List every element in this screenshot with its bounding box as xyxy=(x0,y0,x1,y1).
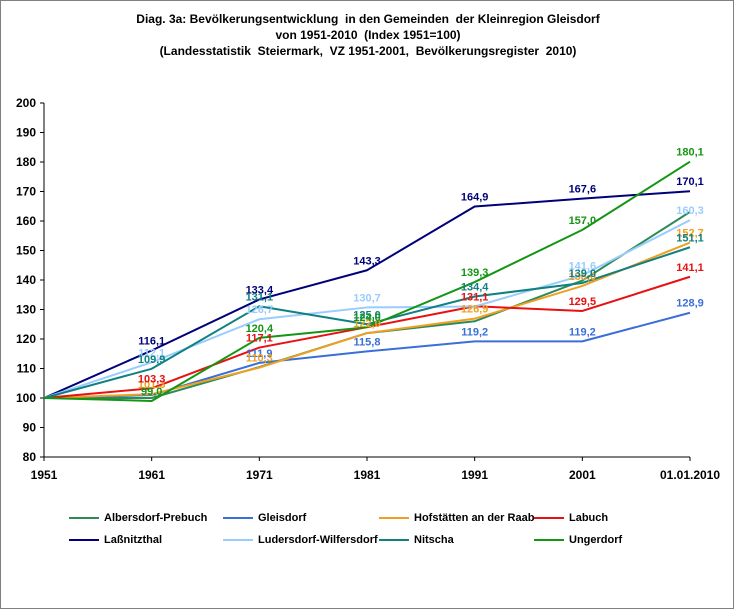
y-tick-label: 110 xyxy=(17,362,37,376)
y-tick-label: 80 xyxy=(23,450,37,464)
y-tick-label: 90 xyxy=(23,421,37,435)
data-label: 157,0 xyxy=(569,215,597,227)
data-label: 141,6 xyxy=(569,260,597,272)
data-label: 170,1 xyxy=(676,176,704,188)
y-tick-label: 150 xyxy=(16,244,36,258)
series-line-nitscha xyxy=(43,246,691,399)
chart-title: Diag. 3a: Bevölkerungsentwicklung in den… xyxy=(1,11,733,59)
x-tick-label: 1981 xyxy=(354,468,381,482)
y-tick-label: 130 xyxy=(16,303,36,317)
data-label: 112,1 xyxy=(138,347,165,359)
data-label: 152,7 xyxy=(676,228,704,240)
data-label: 131,1 xyxy=(246,291,274,303)
data-label: 129,5 xyxy=(569,296,597,308)
data-label: 120,4 xyxy=(246,323,274,335)
data-label: 99,0 xyxy=(141,386,162,398)
data-label: 122,0 xyxy=(353,318,381,330)
data-label: 167,6 xyxy=(569,184,597,196)
y-tick-label: 140 xyxy=(16,273,36,287)
data-label: 138,0 xyxy=(569,271,597,283)
x-tick-label: 2001 xyxy=(569,468,596,482)
data-label: 143,3 xyxy=(353,255,381,267)
data-label: 130,7 xyxy=(353,292,381,304)
data-label: 116,1 xyxy=(138,336,165,348)
data-label: 103,3 xyxy=(138,373,166,385)
data-label: 101,3 xyxy=(138,379,166,391)
chart-title-line-1: Diag. 3a: Bevölkerungsentwicklung in den… xyxy=(136,12,600,26)
data-label: 128,9 xyxy=(676,298,704,310)
data-label: 160,3 xyxy=(676,205,704,217)
series-line-ludersdorf-wilfersdorf xyxy=(43,219,691,399)
y-tick-label: 170 xyxy=(16,185,36,199)
y-tick-label: 200 xyxy=(16,96,36,110)
data-label: 133,4 xyxy=(246,284,274,296)
x-tick-label: 1991 xyxy=(461,468,488,482)
y-tick-label: 180 xyxy=(16,155,36,169)
data-label: 115,8 xyxy=(354,336,381,348)
data-label: 164,9 xyxy=(461,192,489,204)
y-tick-label: 100 xyxy=(16,391,36,405)
data-label: 109,9 xyxy=(138,354,166,366)
y-tick-label: 190 xyxy=(16,126,36,140)
data-label: 117,1 xyxy=(246,333,273,345)
data-label: 124,0 xyxy=(353,312,381,324)
data-label: 126,9 xyxy=(461,304,489,316)
series-line-ungerdorf xyxy=(43,160,691,402)
data-label: 110,3 xyxy=(246,353,273,365)
data-label: 125,0 xyxy=(353,309,381,321)
data-label: 119,2 xyxy=(461,326,488,338)
data-label: 151,1 xyxy=(676,232,704,244)
x-tick-label: 1951 xyxy=(31,468,58,482)
data-label: 111,9 xyxy=(246,348,272,360)
data-label: 141,1 xyxy=(676,262,704,274)
data-label: 180,1 xyxy=(676,147,704,159)
data-label: 139,0 xyxy=(569,268,597,280)
data-label: 139,3 xyxy=(461,267,489,279)
data-label: 134,4 xyxy=(461,282,489,294)
x-tick-label: 1971 xyxy=(246,468,273,482)
series-line-hofst-tten-an-der-raab xyxy=(43,241,691,399)
data-label: 131,1 xyxy=(461,291,489,303)
series-line-la-nitzthal xyxy=(43,190,691,399)
data-label: 119,2 xyxy=(569,326,596,338)
chart-title-line-2: von 1951-2010 (Index 1951=100) xyxy=(275,28,461,42)
y-tick-label: 120 xyxy=(16,332,36,346)
y-tick-label: 160 xyxy=(16,214,36,228)
x-tick-label: 01.01.2010 xyxy=(660,468,720,482)
x-tick-label: 1961 xyxy=(138,468,165,482)
data-label: 126,7 xyxy=(246,304,274,316)
chart-title-line-3: (Landesstatistik Steiermark, VZ 1951-200… xyxy=(159,44,577,58)
